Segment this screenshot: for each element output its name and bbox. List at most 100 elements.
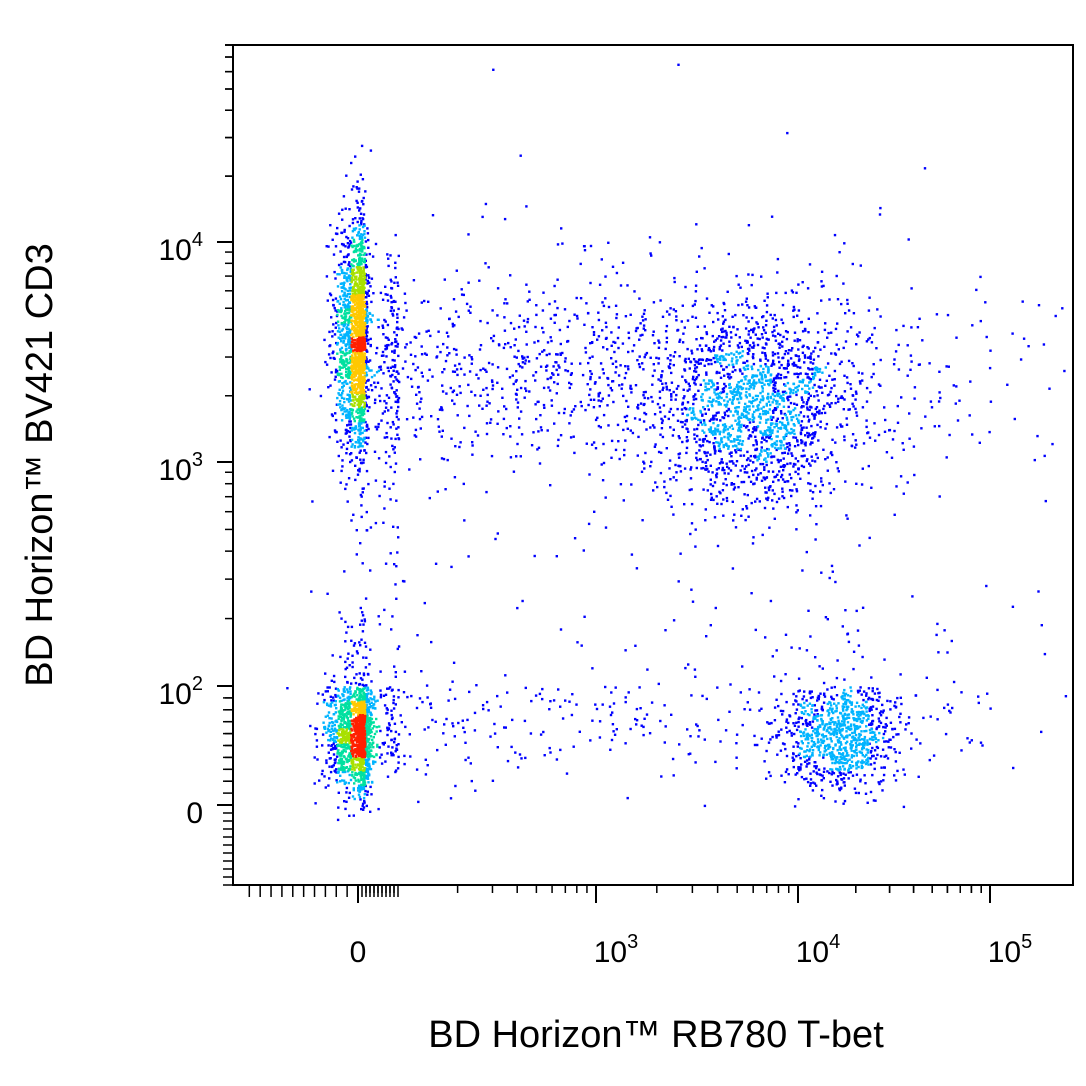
event-dot xyxy=(543,349,546,352)
event-dot xyxy=(809,380,812,383)
event-dot xyxy=(750,283,753,287)
event-dot xyxy=(852,650,856,653)
event-dot xyxy=(801,330,805,333)
event-dot xyxy=(843,398,846,401)
event-dot xyxy=(843,688,846,692)
event-dot xyxy=(525,343,528,346)
event-dot xyxy=(331,330,334,333)
event-dot xyxy=(348,386,352,389)
event-dot xyxy=(380,419,383,422)
event-dot xyxy=(715,370,719,374)
event-dot xyxy=(705,332,709,336)
event-dot xyxy=(681,341,685,344)
event-dot xyxy=(758,337,761,341)
event-dot xyxy=(532,374,535,377)
event-dot xyxy=(707,382,710,385)
event-dot xyxy=(676,419,680,422)
event-dot xyxy=(869,751,872,754)
event-dot xyxy=(838,771,841,774)
event-dot xyxy=(369,149,373,152)
event-dot xyxy=(811,459,814,462)
event-dot xyxy=(822,736,825,739)
event-dot xyxy=(738,424,742,427)
event-dot xyxy=(812,375,815,378)
event-dot xyxy=(665,491,668,495)
event-dot xyxy=(331,298,335,302)
event-dot xyxy=(381,412,385,415)
event-dot xyxy=(466,718,469,722)
event-dot xyxy=(795,488,798,491)
event-dot xyxy=(549,376,552,380)
event-dot xyxy=(844,609,847,612)
event-dot xyxy=(716,386,719,389)
event-dot xyxy=(389,426,392,429)
event-dot xyxy=(743,467,746,471)
event-dot xyxy=(341,465,344,468)
event-dot xyxy=(871,714,874,717)
event-dot xyxy=(811,751,814,755)
event-dot xyxy=(332,323,335,326)
event-dot xyxy=(553,422,556,425)
event-dot xyxy=(612,340,615,344)
event-dot xyxy=(709,464,712,467)
event-dot xyxy=(911,595,914,598)
event-dot xyxy=(821,391,824,394)
event-dot xyxy=(978,441,981,444)
event-dot xyxy=(750,346,754,349)
event-dot xyxy=(775,443,778,446)
event-dot xyxy=(689,360,692,363)
event-dot xyxy=(361,233,365,237)
event-dot xyxy=(799,366,802,369)
event-dot xyxy=(758,412,762,416)
event-dot xyxy=(869,391,872,394)
event-dot xyxy=(847,359,851,363)
event-dot xyxy=(405,309,408,312)
event-dot xyxy=(754,333,757,336)
event-dot xyxy=(509,321,513,325)
event-dot xyxy=(326,686,329,689)
event-dot xyxy=(452,661,456,664)
event-dot xyxy=(357,441,360,444)
event-dot xyxy=(392,380,395,383)
event-dot xyxy=(546,429,549,432)
event-dot xyxy=(366,279,369,283)
event-dot xyxy=(664,330,668,333)
event-dot xyxy=(694,290,698,293)
event-dot xyxy=(794,463,797,466)
event-dot xyxy=(893,727,897,731)
event-dot xyxy=(525,205,528,208)
event-dot xyxy=(342,779,346,782)
event-dot xyxy=(839,773,842,777)
event-dot xyxy=(824,749,828,752)
event-dot xyxy=(725,365,728,369)
event-dot xyxy=(352,788,355,792)
event-dot xyxy=(750,365,753,368)
event-dot xyxy=(722,355,725,358)
event-dot xyxy=(363,801,366,804)
event-dot xyxy=(803,354,807,357)
event-dot xyxy=(389,278,392,281)
event-dot xyxy=(393,741,396,744)
event-dot xyxy=(384,562,388,565)
event-dot xyxy=(363,230,366,233)
event-dot xyxy=(390,296,393,299)
event-dot xyxy=(622,394,625,398)
event-dot xyxy=(884,726,887,729)
event-dot xyxy=(868,728,872,732)
event-dot xyxy=(404,346,407,349)
event-dot xyxy=(451,399,454,402)
event-dot xyxy=(664,725,667,728)
event-dot xyxy=(361,630,365,633)
event-dot xyxy=(549,317,553,320)
event-dot xyxy=(718,462,722,465)
event-dot xyxy=(716,311,719,315)
event-dot xyxy=(722,322,725,325)
event-dot xyxy=(813,367,817,370)
event-dot xyxy=(845,708,848,712)
event-dot xyxy=(771,422,774,425)
event-dot xyxy=(356,473,360,476)
event-dot xyxy=(698,438,701,441)
event-dot xyxy=(731,357,734,360)
event-dot xyxy=(468,354,471,357)
event-dot xyxy=(798,339,802,342)
